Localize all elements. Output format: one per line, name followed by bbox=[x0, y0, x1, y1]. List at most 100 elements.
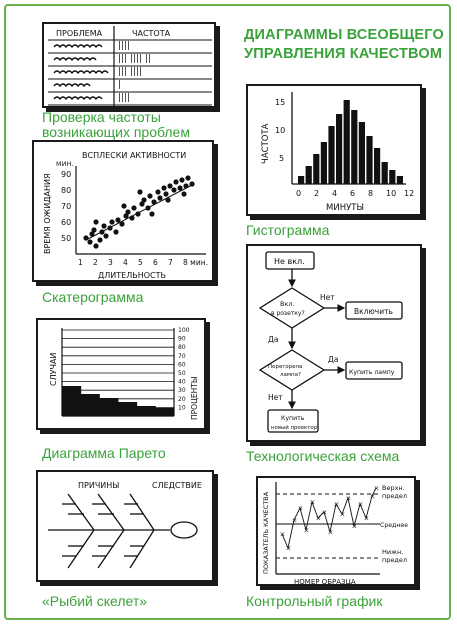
scatter-panel: ВСПЛЕСКИ АКТИВНОСТИ ВРЕМЯ ОЖИДАНИЯ МИН. … bbox=[32, 140, 214, 282]
scatter-point bbox=[161, 185, 167, 191]
histogram-bar bbox=[328, 126, 335, 184]
check-sheet-tally: |||| bbox=[118, 93, 130, 103]
check-sheet-tally: |||| bbox=[118, 41, 130, 51]
scatter-x-tick-label: 5 bbox=[138, 258, 143, 267]
scatter-x-tick-label: 7 bbox=[168, 258, 173, 267]
scatter-point bbox=[163, 191, 169, 197]
fishbone-bone bbox=[97, 529, 125, 569]
histogram-bar bbox=[374, 148, 381, 184]
control-upper-label-2: предел bbox=[382, 492, 407, 500]
pareto-right-tick-label: 100 bbox=[178, 327, 190, 334]
histogram-x-tick-label: 12 bbox=[404, 189, 414, 198]
flowchart-decision-1 bbox=[258, 287, 326, 329]
control-point: × bbox=[358, 501, 364, 509]
flowchart-panel: Не вкл. Вкл. в розетку? Нет Включить Да … bbox=[246, 244, 422, 442]
pareto-bar bbox=[136, 406, 156, 416]
scatter-point bbox=[183, 183, 189, 189]
flowchart-action-1-label: Включить bbox=[354, 307, 393, 316]
check-sheet-caption: Проверка частоты возникающих проблем bbox=[42, 110, 190, 140]
scatter-point bbox=[155, 189, 161, 195]
pareto-bars bbox=[62, 386, 175, 416]
histogram-bars bbox=[298, 100, 403, 184]
scatter-point bbox=[115, 217, 121, 223]
fishbone-bone bbox=[129, 529, 155, 569]
flowchart-no-label-2: Нет bbox=[268, 393, 283, 402]
check-sheet-diagram: ПРОБЛЕМА ЧАСТОТА |||| ||| |||| || ||| ||… bbox=[48, 26, 212, 108]
fishbone-effect-label: СЛЕДСТВИЕ bbox=[152, 481, 202, 490]
pareto-bar bbox=[155, 408, 175, 416]
scatter-point bbox=[131, 205, 137, 211]
page-frame bbox=[4, 4, 451, 620]
pareto-right-tick-label: 50 bbox=[178, 370, 186, 377]
flowchart-start-box bbox=[265, 251, 315, 270]
check-sheet-problem-scribble bbox=[53, 70, 109, 75]
histogram-bar bbox=[336, 114, 343, 184]
scatter-point bbox=[179, 177, 185, 183]
histogram-y-tick: 15 bbox=[275, 98, 285, 107]
control-diagram: ПОКАЗАТЕЛЬ КАЧЕСТВА ××××××××××××××××× Ве… bbox=[262, 482, 408, 586]
scatter-y-tick: 70 bbox=[61, 202, 71, 211]
control-point: × bbox=[286, 545, 292, 553]
fishbone-bone bbox=[97, 493, 125, 531]
scatter-point bbox=[137, 189, 143, 195]
scatter-diagram: ВСПЛЕСКИ АКТИВНОСТИ ВРЕМЯ ОЖИДАНИЯ МИН. … bbox=[43, 151, 208, 280]
control-point: × bbox=[298, 505, 304, 513]
control-caption: Контрольный график bbox=[246, 594, 382, 609]
scatter-point bbox=[125, 209, 131, 215]
flowchart-action-3-label-2: новый проектор bbox=[271, 424, 318, 431]
histogram-x-ticks: 0 2 4 6 8 10 12 bbox=[296, 189, 414, 198]
flowchart-decision-2-label-1: Перегорела bbox=[268, 364, 302, 370]
control-point: × bbox=[364, 515, 370, 523]
flowchart-action-3-box bbox=[267, 409, 319, 433]
page-title: ДИАГРАММЫ ВСЕОБЩЕГО УПРАВЛЕНИЯ КАЧЕСТВОМ bbox=[244, 26, 449, 64]
histogram-caption: Гистограмма bbox=[246, 223, 329, 238]
scatter-point bbox=[171, 187, 177, 193]
scatter-point bbox=[93, 219, 99, 225]
flowchart-action-2-label: Купить лампу bbox=[349, 369, 395, 376]
control-point: × bbox=[328, 529, 334, 537]
scatter-y-tick: 80 bbox=[61, 186, 71, 195]
check-sheet-tallies: |||| ||| |||| || ||| |||| | |||| bbox=[118, 41, 151, 103]
fishbone-bone bbox=[67, 529, 95, 569]
histogram-bar bbox=[320, 142, 327, 184]
scatter-x-tick-label: 8 мин. bbox=[183, 258, 208, 267]
check-sheet-row-lines bbox=[48, 39, 212, 106]
control-mean-label: Среднее bbox=[380, 522, 408, 529]
scatter-point bbox=[89, 231, 95, 237]
histogram-bar bbox=[366, 136, 373, 184]
scatter-point bbox=[107, 225, 113, 231]
control-point: × bbox=[322, 509, 328, 517]
scatter-point bbox=[135, 211, 141, 217]
histogram-ylabel: ЧАСТОТА bbox=[261, 123, 271, 164]
histogram-caption-text: Гистограмма bbox=[246, 222, 330, 238]
scatter-point bbox=[141, 197, 147, 203]
histogram-y-tick: 5 bbox=[279, 154, 284, 163]
pareto-ylabel-left: СЛУЧАИ bbox=[49, 353, 58, 386]
check-sheet-caption-line-2: возникающих проблем bbox=[42, 124, 190, 140]
control-point: × bbox=[292, 517, 298, 525]
scatter-point bbox=[121, 203, 127, 209]
histogram-bar bbox=[396, 176, 403, 184]
control-point: × bbox=[334, 501, 340, 509]
scatter-x-tick-label: 1 bbox=[78, 258, 83, 267]
control-caption-text: Контрольный график bbox=[246, 593, 383, 609]
pareto-panel: СЛУЧАИ ПРОЦЕНТЫ 100 90 80 70 60 50 40 30 20 10 bbox=[36, 318, 206, 430]
scatter-point bbox=[93, 243, 99, 249]
check-sheet-problem-scribble bbox=[53, 44, 103, 49]
histogram-bar bbox=[389, 170, 396, 184]
flowchart-caption: Технологическая схема bbox=[246, 449, 399, 464]
histogram-panel: ЧАСТОТА 5 10 15 0 2 4 6 8 10 12 МИНУТЫ bbox=[246, 84, 422, 216]
check-sheet-tally: ||| |||| || bbox=[118, 54, 151, 64]
scatter-point bbox=[113, 229, 119, 235]
scatter-x-ticks: 1 2 3 4 5 6 7 8 мин. bbox=[78, 258, 208, 267]
histogram-bar bbox=[298, 176, 305, 184]
pareto-right-tick-label: 30 bbox=[178, 387, 186, 394]
check-sheet-problem-scribble bbox=[53, 83, 91, 88]
scatter-x-tick-label: 3 bbox=[108, 258, 113, 267]
control-point: × bbox=[352, 523, 358, 531]
control-point: × bbox=[346, 495, 352, 503]
fishbone-bone bbox=[129, 493, 155, 531]
scatter-title: ВСПЛЕСКИ АКТИВНОСТИ bbox=[82, 151, 186, 160]
